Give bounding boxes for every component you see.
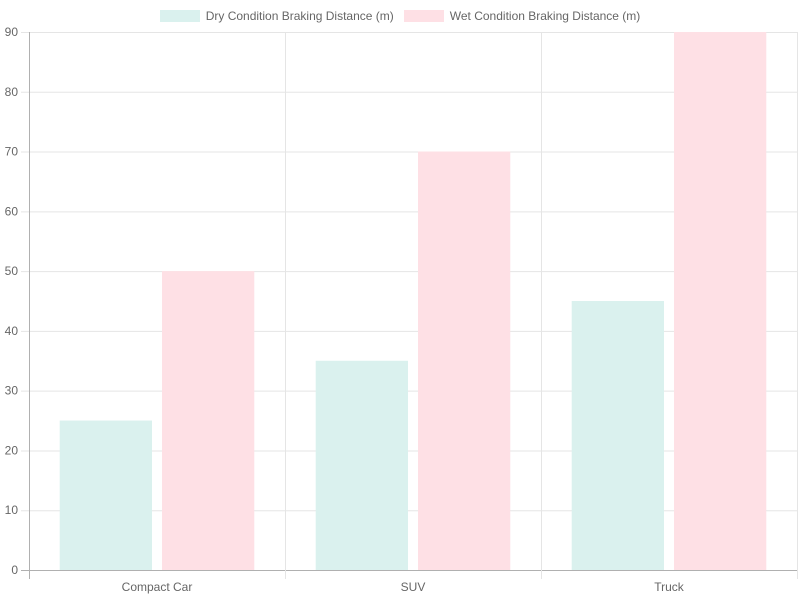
y-tick-label: 10	[5, 503, 19, 517]
bar-wet-suv	[418, 151, 511, 571]
y-tick-label: 20	[5, 443, 19, 457]
y-tick-label: 50	[5, 264, 19, 278]
y-tick-label: 60	[5, 204, 19, 218]
legend-label-dry: Dry Condition Braking Distance (m)	[205, 9, 394, 23]
bar-wet-truck	[674, 32, 767, 570]
y-tick-label: 80	[5, 85, 19, 99]
y-tick-label: 0	[11, 563, 18, 577]
x-tick-label: SUV	[401, 580, 426, 594]
x-tick-label: Compact Car	[122, 580, 193, 594]
y-tick-label: 30	[5, 384, 19, 398]
bar-dry-truck	[571, 301, 664, 570]
legend-item-dry[interactable]: Dry Condition Braking Distance (m)	[159, 9, 394, 23]
legend-item-wet[interactable]: Wet Condition Braking Distance (m)	[403, 9, 641, 23]
bar-wet-compact-car	[162, 271, 255, 570]
y-tick-label: 90	[5, 25, 19, 39]
y-tick-label: 40	[5, 324, 19, 338]
y-tick-label: 70	[5, 145, 19, 159]
x-tick-label: Truck	[654, 580, 685, 594]
legend-label-wet: Wet Condition Braking Distance (m)	[449, 9, 641, 23]
legend-swatch-dry	[159, 10, 200, 22]
legend: Dry Condition Braking Distance (m) Wet C…	[0, 6, 800, 26]
bar-dry-compact-car	[59, 420, 152, 570]
legend-swatch-wet	[403, 10, 444, 22]
bar-dry-suv	[315, 360, 408, 570]
